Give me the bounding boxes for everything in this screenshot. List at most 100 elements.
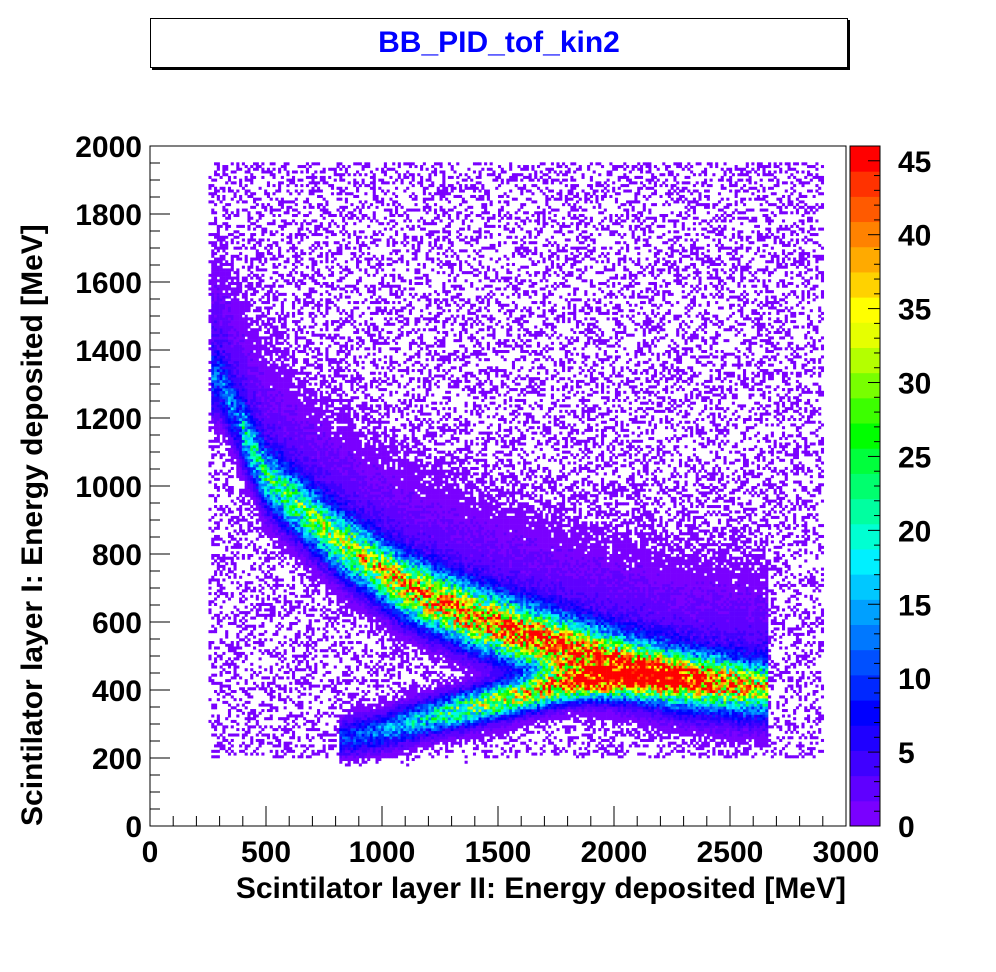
heatmap-cell xyxy=(241,352,245,356)
heatmap-cell xyxy=(303,385,307,389)
heatmap-cell xyxy=(319,393,323,397)
heatmap-cell xyxy=(311,407,315,411)
heatmap-cell xyxy=(250,333,254,337)
heatmap-cell xyxy=(222,189,226,193)
heatmap-cell xyxy=(305,554,309,558)
heatmap-cell xyxy=(311,676,315,680)
heatmap-cell xyxy=(291,486,296,490)
heatmap-cell xyxy=(211,494,215,498)
heatmap-cell xyxy=(247,268,251,272)
heatmap-cell xyxy=(239,415,243,419)
heatmap-cell xyxy=(300,189,304,193)
heatmap-cell xyxy=(297,382,301,386)
heatmap-cell xyxy=(219,570,223,574)
heatmap-cell xyxy=(244,494,248,498)
heatmap-cell xyxy=(314,496,318,500)
heatmap-cell xyxy=(264,532,268,536)
heatmap-cell xyxy=(208,360,212,364)
heatmap-cell xyxy=(283,494,287,498)
heatmap-cell xyxy=(272,303,276,307)
heatmap-cell xyxy=(278,738,282,742)
heatmap-cell xyxy=(303,412,307,416)
heatmap-cell xyxy=(308,382,312,386)
heatmap-cell xyxy=(250,709,254,713)
heatmap-cell xyxy=(222,333,226,337)
heatmap-cell xyxy=(236,355,240,359)
heatmap-cell xyxy=(247,428,251,432)
heatmap-cell xyxy=(222,738,226,742)
heatmap-cell xyxy=(258,241,262,245)
heatmap-cell xyxy=(227,216,232,220)
heatmap-cell xyxy=(236,632,240,636)
heatmap-cell xyxy=(319,447,323,451)
heatmap-cell xyxy=(250,175,254,179)
heatmap-cell xyxy=(225,388,229,392)
heatmap-cell xyxy=(227,670,232,674)
heatmap-cell xyxy=(219,257,223,261)
heatmap-cell xyxy=(264,390,268,394)
heatmap-cell xyxy=(239,749,243,753)
heatmap-cell xyxy=(297,328,301,332)
heatmap-cell xyxy=(227,437,232,441)
heatmap-cell xyxy=(250,398,254,402)
heatmap-cell xyxy=(241,496,245,500)
heatmap-cell xyxy=(255,254,259,258)
heatmap-cell xyxy=(244,377,248,381)
heatmap-cell xyxy=(250,385,254,389)
heatmap-cell xyxy=(322,175,326,179)
heatmap-cell xyxy=(227,358,232,362)
heatmap-cell xyxy=(233,320,237,324)
heatmap-cell xyxy=(289,668,293,672)
heatmap-cell xyxy=(272,608,276,612)
heatmap-cell xyxy=(236,385,240,389)
heatmap-cell xyxy=(325,556,329,560)
heatmap-cell xyxy=(241,491,245,495)
heatmap-cell xyxy=(280,461,284,465)
heatmap-cell xyxy=(233,382,237,386)
heatmap-cell xyxy=(278,456,282,460)
heatmap-cell xyxy=(319,369,323,373)
heatmap-cell xyxy=(286,428,290,432)
heatmap-cell xyxy=(272,483,276,487)
heatmap-cell xyxy=(255,360,259,364)
heatmap-cell xyxy=(247,401,251,405)
heatmap-cell xyxy=(250,494,254,498)
heatmap-cell xyxy=(239,646,243,650)
heatmap-cell xyxy=(236,211,240,215)
heatmap-cell xyxy=(308,396,312,400)
heatmap-cell xyxy=(264,690,268,694)
heatmap-cell xyxy=(305,447,309,451)
heatmap-cell xyxy=(325,483,329,487)
heatmap-cell xyxy=(286,208,290,212)
heatmap-cell xyxy=(289,200,293,204)
heatmap-cell xyxy=(214,268,218,272)
heatmap-cell xyxy=(314,445,318,449)
heatmap-cell xyxy=(314,262,318,266)
heatmap-cell xyxy=(214,265,218,269)
heatmap-cell xyxy=(250,515,254,519)
heatmap-cell xyxy=(286,469,290,473)
heatmap-cell xyxy=(222,194,226,198)
heatmap-cell xyxy=(283,698,287,702)
heatmap-cell xyxy=(230,570,234,574)
heatmap-cell xyxy=(236,461,240,465)
heatmap-cell xyxy=(258,216,262,220)
heatmap-cell xyxy=(289,434,293,438)
heatmap-cell xyxy=(280,360,284,364)
heatmap-cell xyxy=(294,447,298,451)
heatmap-cell xyxy=(269,420,273,424)
heatmap-cell xyxy=(303,657,307,661)
heatmap-cell xyxy=(247,189,251,193)
heatmap-cell xyxy=(317,488,321,492)
heatmap-cell xyxy=(264,358,268,362)
heatmap-cell xyxy=(289,282,293,286)
heatmap-cell xyxy=(233,562,237,566)
heatmap-cell xyxy=(297,393,301,397)
heatmap-cell xyxy=(216,374,220,378)
heatmap-cell xyxy=(239,494,243,498)
heatmap-cell xyxy=(322,447,326,451)
heatmap-cell xyxy=(211,333,215,337)
heatmap-cell xyxy=(286,412,290,416)
heatmap-cell xyxy=(266,649,271,653)
heatmap-cell xyxy=(250,695,254,699)
